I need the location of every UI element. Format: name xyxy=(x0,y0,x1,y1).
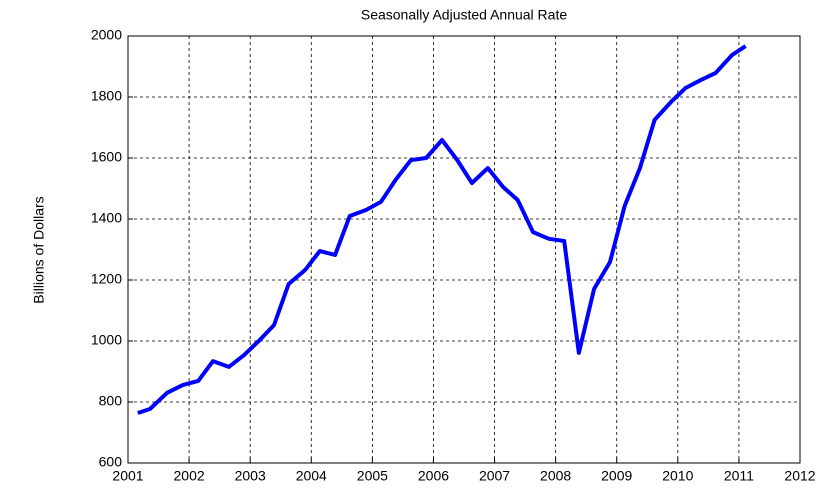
y-tick-label: 1800 xyxy=(91,88,122,104)
x-tick-label: 2012 xyxy=(784,468,815,484)
x-tick-label: 2008 xyxy=(540,468,571,484)
y-tick-label: 1400 xyxy=(91,210,122,226)
y-tick-label: 600 xyxy=(99,454,123,470)
line xyxy=(137,44,747,415)
x-tick-label: 2003 xyxy=(235,468,266,484)
x-tick-label: 2011 xyxy=(724,468,754,484)
y-tick-label: 800 xyxy=(99,393,123,409)
x-tick-label: 2004 xyxy=(296,468,327,484)
y-tick-label: 1600 xyxy=(91,149,122,165)
x-tick-label: 2002 xyxy=(174,468,205,484)
x-tick-label: 2007 xyxy=(479,468,510,484)
y-tick-label: 2000 xyxy=(91,27,122,43)
y-tick-label: 1000 xyxy=(91,332,122,348)
y-tick-label: 1200 xyxy=(91,271,122,287)
x-tick-label: 2001 xyxy=(112,468,143,484)
y-axis-label: Billions of Dollars xyxy=(31,196,47,303)
x-tick-label: 2010 xyxy=(662,468,693,484)
x-tick-label: 2006 xyxy=(418,468,449,484)
x-tick-label: 2005 xyxy=(357,468,388,484)
x-tick-label: 2009 xyxy=(601,468,632,484)
plot-frame xyxy=(127,35,801,464)
chart-title: Seasonally Adjusted Annual Rate xyxy=(361,7,567,23)
